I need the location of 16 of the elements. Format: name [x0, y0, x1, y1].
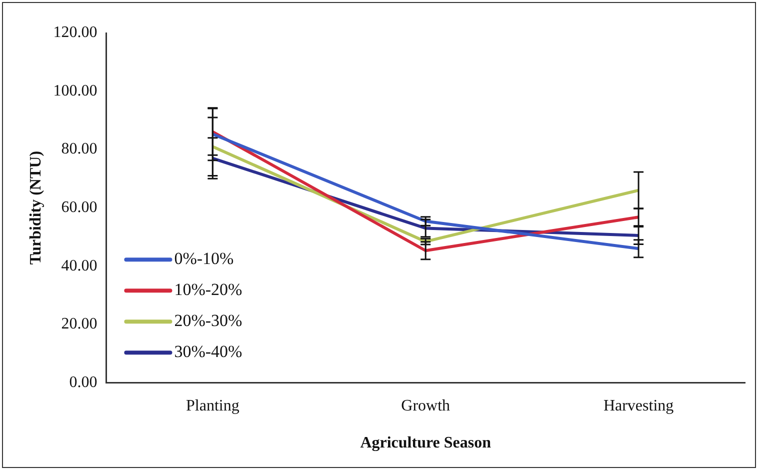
y-tick-label: 40.00: [61, 257, 98, 274]
y-tick-label: 120.00: [53, 24, 98, 42]
x-axis-title: Agriculture Season: [360, 434, 492, 452]
legend-label: 20%-30%: [174, 311, 242, 330]
legend-label: 0%-10%: [174, 249, 234, 268]
y-tick-label: 0.00: [69, 374, 98, 391]
y-tick-label: 20.00: [61, 316, 98, 333]
x-tick-label: Harvesting: [603, 397, 674, 414]
y-tick-label: 100.00: [53, 82, 98, 100]
y-tick-label: 80.00: [61, 140, 98, 158]
legend-label: 10%-20%: [174, 280, 242, 300]
y-tick-label: 60.00: [61, 199, 98, 216]
x-tick-label: Planting: [186, 397, 240, 414]
x-tick-label: Growth: [401, 397, 450, 414]
y-axis-title: Turbidity (NTU): [28, 150, 45, 265]
legend-label: 30%-40%: [174, 342, 242, 362]
